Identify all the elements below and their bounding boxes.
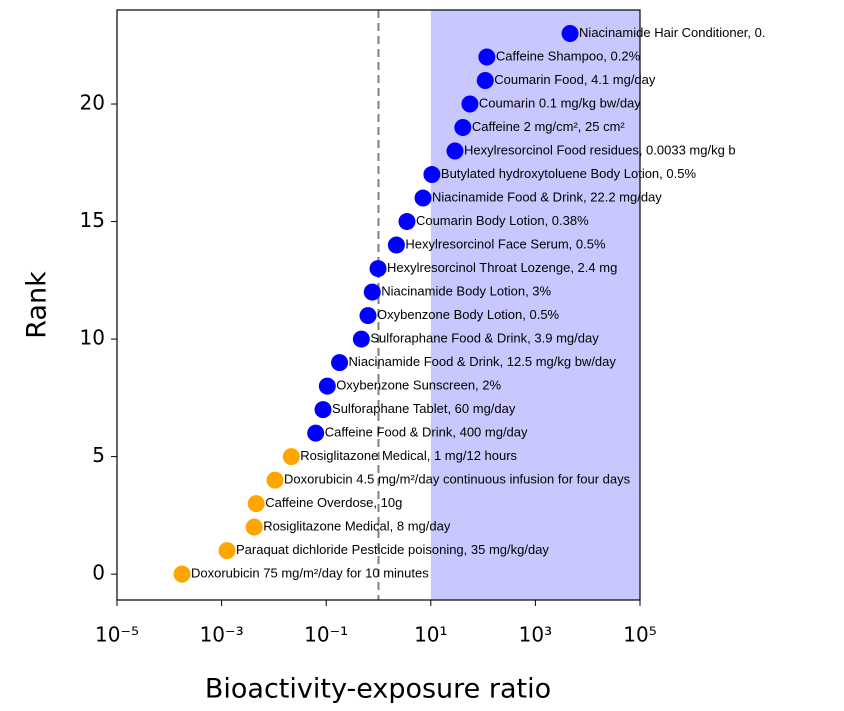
point: [314, 401, 332, 419]
point: [282, 448, 300, 466]
point: [446, 142, 464, 160]
y-tick-label: 0: [92, 561, 105, 585]
point-label: Sulforaphane Tablet, 60 mg/day: [332, 401, 516, 416]
point-label: Coumarin Food, 4.1 mg/day: [494, 72, 656, 87]
x-tick-label: 10⁻³: [200, 623, 244, 647]
point: [561, 25, 579, 43]
point: [352, 330, 370, 348]
y-tick-label: 15: [80, 208, 105, 232]
point: [363, 283, 381, 301]
x-tick-label: 10⁻⁵: [95, 623, 139, 647]
point: [318, 377, 336, 395]
x-tick-label: 10⁵: [623, 623, 656, 647]
point-label: Oxybenzone Body Lotion, 0.5%: [377, 307, 560, 322]
point-label: Rosiglitazone Medical, 8 mg/day: [263, 519, 451, 534]
point-label: Doxorubicin 75 mg/m²/day for 10 minutes: [191, 566, 429, 581]
point: [476, 72, 494, 90]
point-label: Oxybenzone Sunscreen, 2%: [336, 378, 501, 393]
point: [398, 213, 416, 231]
point: [245, 518, 263, 536]
point: [359, 307, 377, 325]
point-label: Sulforaphane Food & Drink, 3.9 mg/day: [370, 331, 599, 346]
point-label: Caffeine 2 mg/cm², 25 cm²: [472, 119, 626, 134]
point: [218, 542, 236, 560]
point-label: Niacinamide Hair Conditioner, 0.: [579, 25, 765, 40]
point: [173, 565, 191, 583]
point-label: Doxorubicin 4.5 mg/m²/day continuous inf…: [284, 472, 631, 487]
point: [266, 471, 284, 489]
x-tick-label: 10⁻¹: [304, 623, 348, 647]
point-label: Niacinamide Body Lotion, 3%: [381, 284, 551, 299]
point: [387, 236, 405, 254]
point-label: Hexylresorcinol Throat Lozenge, 2.4 mg: [387, 260, 617, 275]
point: [461, 95, 479, 113]
plot-frame: [116, 9, 641, 601]
point: [247, 495, 265, 513]
point-label: Caffeine Food & Drink, 400 mg/day: [325, 425, 528, 440]
point: [331, 354, 349, 372]
point-label: Hexylresorcinol Food residues, 0.0033 mg…: [464, 142, 736, 157]
point-label: Paraquat dichloride Pesticide poisoning,…: [236, 542, 549, 557]
point: [414, 189, 432, 207]
point-label: Caffeine Shampoo, 0.2%: [496, 48, 641, 63]
point: [307, 424, 325, 442]
y-tick-label: 10: [80, 326, 105, 350]
point-label: Coumarin 0.1 mg/kg bw/day: [479, 95, 641, 110]
point: [423, 166, 441, 184]
point: [369, 260, 387, 278]
point-label: Butylated hydroxytoluene Body Lotion, 0.…: [441, 166, 697, 181]
point: [454, 119, 472, 137]
y-tick-label: 5: [92, 443, 105, 467]
x-tick-label: 10³: [519, 623, 552, 647]
point-label: Hexylresorcinol Face Serum, 0.5%: [405, 236, 606, 251]
x-tick-label: 10¹: [414, 623, 447, 647]
point-label: Niacinamide Food & Drink, 22.2 mg/day: [432, 189, 662, 204]
x-axis-label: Bioactivity-exposure ratio: [205, 674, 551, 705]
point: [478, 48, 496, 66]
point-label: Caffeine Overdose, 10g: [265, 495, 402, 510]
y-axis-label: Rank: [22, 271, 53, 339]
y-tick-label: 20: [80, 91, 105, 115]
point-label: Niacinamide Food & Drink, 12.5 mg/kg bw/…: [349, 354, 617, 369]
point-label: Coumarin Body Lotion, 0.38%: [416, 213, 589, 228]
point-label: Rosiglitazone Medical, 1 mg/12 hours: [300, 448, 517, 463]
